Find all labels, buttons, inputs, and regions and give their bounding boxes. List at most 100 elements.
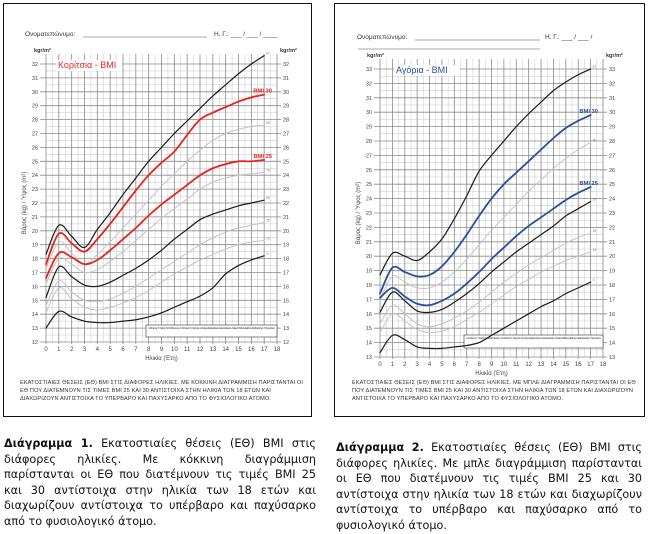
y-tick-label-right: 28 <box>609 139 615 145</box>
y-tick-label-right: 24 <box>609 197 615 203</box>
y-tick-label-right: 16 <box>609 312 615 318</box>
x-tick-label: 0 <box>44 347 48 353</box>
y-tick-label-left: 15 <box>32 298 38 304</box>
x-tick-label: 15 <box>235 347 242 353</box>
y-tick-label-left: 26 <box>366 168 372 174</box>
x-tick-label: 13 <box>209 347 216 353</box>
y-tick-label-right: 15 <box>283 298 289 304</box>
y-tick-label-left: 17 <box>366 297 372 303</box>
name-field-label: Ονοματεπώνυμο: <box>357 33 408 41</box>
series-line-15 <box>379 251 592 334</box>
series-line-25 <box>379 232 592 328</box>
y-tick-label-left: 13 <box>366 355 372 361</box>
y-tick-label-left: 24 <box>366 197 372 203</box>
x-tick-label: 16 <box>575 362 582 368</box>
y-tick-label-left: 21 <box>366 240 372 246</box>
chart-title: Κορίτσια - BMI <box>58 60 116 70</box>
y-tick-label-left: 12 <box>32 340 38 346</box>
x-axis-label: Ηλικία (Έτη) <box>145 356 178 362</box>
y-tick-label-left: 19 <box>366 269 372 275</box>
y-tick-label-right: 32 <box>609 81 615 87</box>
y-tick-label-right: 22 <box>283 201 289 207</box>
x-tick-label: 8 <box>147 347 151 353</box>
x-tick-label: 16 <box>248 347 255 353</box>
girls-chart-footnote: ΕΚΑΤΟΣΤΙΑΙΕΣ ΘΕΣΕΙΣ (ΕΘ) ΒΜΙ ΣΤΙΣ ΔΙΑΦΟΡ… <box>20 380 303 402</box>
y-tick-label-right: 27 <box>609 153 615 159</box>
x-tick-label: 12 <box>525 362 532 368</box>
percentile-label: 3 <box>593 278 595 282</box>
girls-bmi-chart: Ονοματεπώνυμο: Η. Γ.: ___ / ___ / ____ 0 1 2… <box>21 30 297 362</box>
series-line-3 <box>45 255 265 329</box>
x-tick-label: 15 <box>562 362 569 368</box>
series-line-50 <box>379 200 592 314</box>
bmi-threshold-label: BMI 25 <box>253 154 272 160</box>
series-line-25 <box>45 221 265 307</box>
percentile-label: 75 <box>266 168 270 172</box>
series-line-bmi-25 <box>45 159 266 279</box>
y-tick-label-right: 21 <box>609 240 615 246</box>
percentile-label: 25 <box>266 218 270 222</box>
y-tick-label-left: 21 <box>32 215 38 221</box>
series-line-bmi-25 <box>379 186 592 307</box>
unit-label-left: kgr/m² <box>34 47 51 54</box>
y-tick-label-right: 16 <box>283 284 289 290</box>
y-tick-label-right: 28 <box>283 118 289 124</box>
y-axis-label: Βάρος (kg) / Ύψος (m²) <box>21 172 28 234</box>
x-tick-label: 12 <box>197 347 204 353</box>
y-tick-label-left: 27 <box>366 153 372 159</box>
y-axis-label: Βάρος (kg) / Ύψος (m²) <box>355 182 362 244</box>
y-tick-label-right: 21 <box>283 215 289 221</box>
percentile-label: 97 <box>593 65 597 69</box>
x-tick-label: 6 <box>453 362 457 368</box>
x-tick-label: 9 <box>160 347 164 353</box>
y-tick-label-right: 13 <box>283 326 289 332</box>
reference-text: Α. Μπέσης, Γ. Χατζησ, Ν. Σταθόπουλος, Α.… <box>466 336 602 340</box>
x-tick-label: 4 <box>428 362 432 368</box>
x-tick-label: 3 <box>415 362 419 368</box>
x-tick-label: 14 <box>550 362 557 368</box>
y-tick-label-right: 27 <box>283 132 289 138</box>
name-field-label: Ονοματεπώνυμο: <box>25 30 76 38</box>
boys-bmi-chart: Ονοματεπώνυμο: Η. Γ.: ___ / ___ /0 1 2 3 4 5 6 7… <box>355 33 623 377</box>
y-tick-label-right: 30 <box>283 90 289 96</box>
figure-caption-2: Διάγραμμα 2. Εκατοστιαίες θέσεις (ΕΘ) BM… <box>336 440 642 534</box>
birthdate-field-label: Η. Γ.: ___ / ___ / <box>545 34 593 41</box>
x-tick-label: 9 <box>490 362 494 368</box>
y-tick-label-right: 29 <box>283 104 289 110</box>
y-tick-label-right: 33 <box>609 67 615 73</box>
reference-box <box>145 324 278 338</box>
birthdate-field-label: Η. Γ.: ___ / ___ / ____ <box>214 31 278 38</box>
series-line-bmi-30 <box>45 93 266 266</box>
x-tick-label: 2 <box>403 362 407 368</box>
reference-box <box>463 334 604 349</box>
y-tick-label-right: 19 <box>283 243 289 249</box>
x-tick-label: 4 <box>96 347 100 353</box>
boys-chart-footnote: ΕΚΑΤΟΣΤΙΑΙΕΣ ΘΕΣΕΙΣ (ΕΘ) ΒΜΙ ΣΤΙΣ ΔΙΑΦΟΡ… <box>352 380 636 402</box>
y-tick-label-left: 14 <box>32 312 38 318</box>
y-tick-label-right: 29 <box>609 125 615 131</box>
x-axis-label: Ηλικία (Έτη) <box>475 371 508 377</box>
y-tick-label-left: 15 <box>366 326 372 332</box>
x-tick-label: 3 <box>83 347 87 353</box>
y-tick-label-right: 30 <box>609 110 615 116</box>
x-tick-label: 5 <box>440 362 444 368</box>
x-tick-label: 11 <box>184 347 191 353</box>
chart-title-background <box>394 65 460 76</box>
y-tick-label-right: 23 <box>609 211 615 217</box>
x-tick-label: 10 <box>501 362 508 368</box>
y-tick-label-left: 28 <box>366 139 372 145</box>
x-tick-label: 11 <box>513 362 520 368</box>
x-tick-label: 14 <box>222 347 229 353</box>
y-tick-label-left: 28 <box>32 118 38 124</box>
bmi-threshold-label: BMI 30 <box>579 109 598 115</box>
y-tick-label-left: 29 <box>32 104 38 110</box>
bmi-threshold-label: BMI 30 <box>253 89 272 95</box>
x-tick-label: 6 <box>121 347 125 353</box>
x-tick-label: 10 <box>171 347 178 353</box>
y-tick-label-left: 23 <box>32 187 38 193</box>
series-line-97 <box>45 55 265 256</box>
x-tick-label: 5 <box>108 347 112 353</box>
y-tick-label-right: 25 <box>609 182 615 188</box>
x-tick-label: 0 <box>378 362 382 368</box>
y-tick-label-right: 20 <box>609 254 615 260</box>
